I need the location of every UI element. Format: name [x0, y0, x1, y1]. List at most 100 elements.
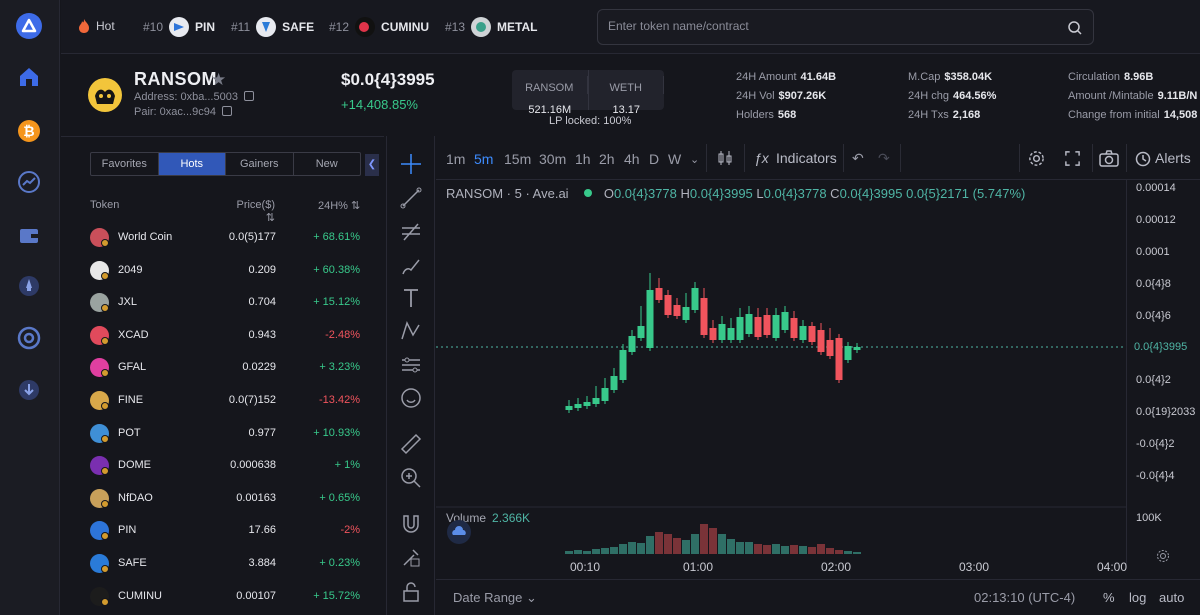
copy-icon[interactable] [243, 91, 254, 101]
token-row[interactable]: DOME 0.000638 + 1% [61, 450, 384, 482]
unlock-icon[interactable] [399, 580, 423, 604]
sort-icon[interactable]: ⇅ [265, 212, 275, 224]
token-name: NfDAO [118, 491, 153, 504]
trending-icon[interactable] [14, 167, 44, 197]
ticker-symbol: PIN [195, 20, 216, 34]
candle-body [799, 326, 807, 340]
token-pair: Pair: 0xac...9c94 [134, 106, 232, 118]
brush-icon[interactable] [399, 254, 423, 278]
undo-icon[interactable]: ↶ [852, 150, 864, 166]
candle-type-icon[interactable] [716, 149, 734, 167]
chevron-down-icon[interactable]: ⌄ [690, 154, 700, 166]
header-price-sort[interactable]: Price($) ⇅ [225, 199, 275, 224]
log-scale-button[interactable]: log [1129, 590, 1147, 605]
candle-body [745, 314, 753, 334]
svg-text:₿: ₿ [23, 123, 34, 139]
tab-favorites[interactable]: Favorites [91, 153, 159, 175]
liquidity-label: RANSOM [512, 76, 588, 94]
token-row[interactable]: CUMINU 0.00107 + 15.72% [61, 581, 384, 613]
fullscreen-icon[interactable] [1064, 150, 1081, 167]
indicators-button[interactable]: Indicators [776, 150, 837, 166]
redo-icon[interactable]: ↷ [878, 150, 890, 166]
ticker-item[interactable]: #10 PIN [143, 17, 215, 37]
bitcoin-icon[interactable]: ₿ [14, 116, 44, 146]
alerts-button[interactable]: Alerts [1155, 150, 1191, 166]
interval-1m[interactable]: 1m [446, 151, 466, 167]
token-list-panel: Favorites Hots Gainers New ❮ Token Price… [61, 136, 384, 615]
alert-clock-icon[interactable] [1135, 150, 1151, 167]
token-row[interactable]: SAFE 3.884 + 0.23% [61, 548, 384, 580]
pattern-icon[interactable] [399, 319, 423, 343]
auto-scale-button[interactable]: auto [1159, 590, 1185, 605]
left-nav: ₿ [0, 0, 60, 615]
interval-d[interactable]: D [649, 151, 660, 167]
camera-icon[interactable] [1099, 150, 1119, 167]
download-icon[interactable] [14, 375, 44, 405]
token-row[interactable]: NfDAO 0.00163 + 0.65% [61, 483, 384, 515]
logo-icon[interactable] [14, 11, 44, 41]
token-row[interactable]: 2049 0.209 + 60.38% [61, 255, 384, 287]
token-row[interactable]: FINE 0.0(7)152 -13.42% [61, 385, 384, 417]
percent-scale-button[interactable]: % [1103, 590, 1115, 605]
tab-gainers[interactable]: Gainers [226, 153, 294, 175]
token-row[interactable]: World Coin 0.0(5)177 + 68.61% [61, 222, 384, 254]
date-range-button[interactable]: Date Range ⌄ [453, 590, 537, 606]
drawing-toolbar [386, 136, 435, 615]
interval-1h[interactable]: 1h [575, 151, 591, 167]
token-row[interactable]: XCAD 0.943 -2.48% [61, 320, 384, 352]
search-box[interactable] [597, 9, 1094, 45]
emoji-icon[interactable] [399, 386, 423, 410]
ticker-item[interactable]: #11 SAFE [231, 17, 314, 37]
header-change-sort[interactable]: 24H% ⇅ [318, 199, 360, 212]
cloud-icon[interactable] [447, 520, 471, 544]
wallet-icon[interactable] [14, 220, 44, 250]
interval-30m[interactable]: 30m [539, 151, 567, 167]
chain-badge-icon [101, 402, 109, 410]
ticker-item[interactable]: #13 METAL [445, 17, 537, 37]
interval-15m[interactable]: 15m [504, 151, 532, 167]
tab-hots[interactable]: Hots [158, 153, 226, 175]
interval-2h[interactable]: 2h [599, 151, 615, 167]
interval-5m[interactable]: 5m [474, 151, 494, 167]
search-input[interactable] [608, 19, 1038, 33]
interval-4h[interactable]: 4h [624, 151, 640, 167]
text-tool-icon[interactable] [399, 286, 423, 310]
stat-value: 41.64B [800, 71, 837, 83]
token-row[interactable]: PIN 17.66 -2% [61, 515, 384, 547]
prediction-icon[interactable] [399, 353, 423, 377]
top-bar: Hot #10 PIN #11 SAFE #12 CUMINU #13 META… [61, 0, 1200, 54]
settings-gear-icon[interactable] [1027, 149, 1046, 168]
zoom-in-icon[interactable] [399, 466, 423, 490]
chain-badge-icon [101, 532, 109, 541]
volume-bar [718, 534, 726, 554]
fib-tool-icon[interactable] [399, 220, 423, 244]
magnet-icon[interactable] [399, 512, 423, 536]
token-row[interactable]: GFAL 0.0229 + 3.23% [61, 352, 384, 384]
rocket-icon[interactable] [14, 271, 44, 301]
candlestick-chart[interactable] [436, 180, 1126, 560]
lock-drawings-icon[interactable] [399, 545, 423, 569]
divider [1092, 144, 1093, 172]
collapse-panel-icon[interactable]: ❮ [365, 154, 379, 176]
star-icon[interactable]: ★ [211, 70, 227, 89]
trendline-icon[interactable] [399, 186, 423, 210]
sort-icon[interactable]: ⇅ [351, 200, 361, 212]
hot-tab[interactable]: Hot [77, 18, 115, 34]
ticker-item[interactable]: #12 CUMINU [329, 17, 429, 37]
target-icon[interactable] [14, 323, 44, 353]
tab-new[interactable]: New [315, 158, 338, 170]
y-tick: 0.00012 [1136, 214, 1176, 226]
home-icon[interactable] [14, 62, 44, 92]
token-row[interactable]: JXL 0.704 + 15.12% [61, 287, 384, 319]
interval-w[interactable]: W [668, 151, 682, 167]
fx-icon[interactable]: ƒx [754, 150, 769, 166]
y-tick: 0.0{4}6 [1136, 310, 1171, 322]
ruler-icon[interactable] [399, 432, 423, 456]
search-icon[interactable] [1067, 20, 1083, 36]
crosshair-icon[interactable] [399, 152, 423, 176]
x-tick: 01:00 [683, 560, 714, 574]
token-row[interactable]: POT 0.977 + 10.93% [61, 418, 384, 450]
chart-settings-icon[interactable] [1156, 549, 1170, 563]
date-range-label: Date Range [453, 590, 523, 605]
copy-icon[interactable] [221, 106, 232, 116]
